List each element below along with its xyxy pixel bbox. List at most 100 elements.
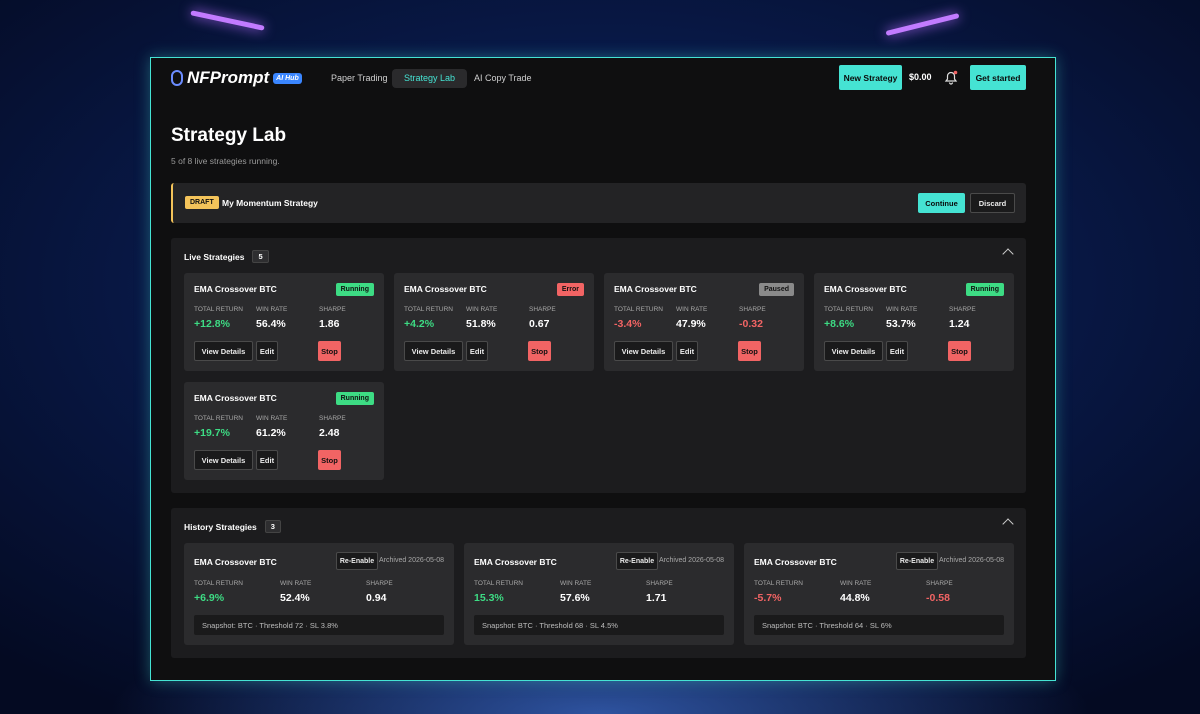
strategy-name: EMA Crossover BTC: [824, 284, 907, 294]
status-badge: Running: [965, 283, 1004, 296]
metric-value: 15.3%: [474, 592, 504, 604]
metric-label: SHARPE: [366, 580, 393, 587]
metric-value: 2.48: [319, 427, 340, 439]
strategy-card: EMA Crossover BTC Paused TOTAL RETURN -3.4%…: [604, 273, 804, 371]
logo-text: NFPrompt: [187, 68, 270, 87]
metric-value: +12.8%: [194, 318, 230, 330]
new-strategy-button[interactable]: New Strategy: [839, 65, 902, 90]
collapse-toggle[interactable]: [1002, 518, 1014, 530]
nav-link[interactable]: Strategy Lab: [392, 69, 468, 88]
history-section: History Strategies 3 EMA Crossover BTC Re…: [171, 508, 1026, 658]
metric-label: TOTAL RETURN: [474, 580, 523, 587]
metric-value: 0.67: [529, 318, 550, 330]
nav-link[interactable]: Paper Trading: [331, 73, 388, 83]
metric-label: WIN RATE: [560, 580, 592, 587]
metric-label: SHARPE: [739, 306, 766, 313]
metric-value: 56.4%: [256, 318, 286, 330]
status-badge: Error: [556, 283, 584, 296]
metric-label: WIN RATE: [466, 306, 498, 313]
card-button[interactable]: Edit: [256, 341, 278, 361]
metric-label: TOTAL RETURN: [754, 580, 803, 587]
history-card: EMA Crossover BTC Re-Enable Archived 2026-…: [184, 543, 454, 645]
metric-value: -0.32: [739, 318, 763, 330]
metric-label: WIN RATE: [886, 306, 918, 313]
snapshot: Snapshot: BTC · Threshold 68 · SL 4.5%: [474, 615, 724, 635]
metric-label: SHARPE: [319, 415, 346, 422]
get-started-button[interactable]: Get started: [970, 65, 1026, 90]
stop-button[interactable]: Stop: [528, 341, 551, 361]
metric-value: +6.9%: [194, 592, 225, 604]
collapse-toggle[interactable]: [1002, 248, 1014, 260]
metric-value: 61.2%: [256, 427, 286, 439]
metric-value: 0.94: [366, 592, 387, 604]
metric-label: SHARPE: [319, 306, 346, 313]
snapshot: Snapshot: BTC · Threshold 72 · SL 3.8%: [194, 615, 444, 635]
strategy-card: EMA Crossover BTC Running TOTAL RETURN +8.6…: [814, 273, 1014, 371]
card-button[interactable]: View Details: [824, 341, 883, 361]
strategy-name: EMA Crossover BTC: [404, 284, 487, 294]
card-button[interactable]: View Details: [404, 341, 463, 361]
balance: $0.00: [909, 72, 932, 82]
strategy-name: EMA Crossover BTC: [194, 557, 277, 567]
metric-value: +4.2%: [404, 318, 435, 330]
page-title: Strategy Lab: [171, 125, 287, 146]
re-enable-button[interactable]: Re-Enable: [616, 552, 658, 570]
metric-value: -5.7%: [754, 592, 782, 604]
card-button[interactable]: View Details: [614, 341, 673, 361]
metric-value: +19.7%: [194, 427, 230, 439]
strategy-name: EMA Crossover BTC: [194, 393, 277, 403]
continue-button[interactable]: Continue: [918, 193, 965, 213]
metric-value: -3.4%: [614, 318, 642, 330]
draft-name: My Momentum Strategy: [222, 198, 318, 208]
card-button[interactable]: View Details: [194, 341, 253, 361]
archived-date: Archived 2026-05-08: [939, 557, 1004, 564]
discard-button[interactable]: Discard: [970, 193, 1015, 213]
metric-label: SHARPE: [529, 306, 556, 313]
logo[interactable]: NFPrompt AI Hub: [171, 68, 302, 88]
re-enable-button[interactable]: Re-Enable: [336, 552, 378, 570]
metric-label: WIN RATE: [256, 415, 288, 422]
status-badge: Running: [335, 392, 374, 405]
metric-label: TOTAL RETURN: [194, 415, 243, 422]
metric-label: TOTAL RETURN: [404, 306, 453, 313]
section-header: History Strategies 3: [184, 520, 281, 533]
neon-light: [885, 13, 960, 36]
card-button[interactable]: Edit: [256, 450, 278, 470]
metric-label: WIN RATE: [840, 580, 872, 587]
stop-button[interactable]: Stop: [948, 341, 971, 361]
stop-button[interactable]: Stop: [318, 341, 341, 361]
metric-value: 44.8%: [840, 592, 870, 604]
section-header: Live Strategies 5: [184, 250, 269, 263]
card-button[interactable]: Edit: [676, 341, 698, 361]
metric-value: 47.9%: [676, 318, 706, 330]
metric-label: SHARPE: [926, 580, 953, 587]
section-title: History Strategies: [184, 521, 257, 532]
history-card: EMA Crossover BTC Re-Enable Archived 2026-…: [744, 543, 1014, 645]
strategy-card: EMA Crossover BTC Running TOTAL RETURN +19.…: [184, 382, 384, 480]
nav-link[interactable]: AI Copy Trade: [474, 73, 532, 83]
section-title: Live Strategies: [184, 251, 245, 262]
section-count: 3: [264, 520, 281, 533]
metric-value: 1.24: [949, 318, 970, 330]
strategy-name: EMA Crossover BTC: [474, 557, 557, 567]
metric-label: WIN RATE: [676, 306, 708, 313]
card-button[interactable]: View Details: [194, 450, 253, 470]
card-button[interactable]: Edit: [466, 341, 488, 361]
metric-value: 52.4%: [280, 592, 310, 604]
notification-bell[interactable]: [943, 69, 959, 85]
metric-label: WIN RATE: [256, 306, 288, 313]
draft-badge: DRAFT: [185, 196, 219, 209]
re-enable-button[interactable]: Re-Enable: [896, 552, 938, 570]
metric-value: 1.71: [646, 592, 667, 604]
strategy-card: EMA Crossover BTC Error TOTAL RETURN +4.2% W…: [394, 273, 594, 371]
card-button[interactable]: Edit: [886, 341, 908, 361]
metric-label: TOTAL RETURN: [194, 306, 243, 313]
draft-bar: DRAFT My Momentum Strategy Continue Disc…: [171, 183, 1026, 223]
stop-button[interactable]: Stop: [738, 341, 761, 361]
strategy-name: EMA Crossover BTC: [194, 284, 277, 294]
metric-label: TOTAL RETURN: [194, 580, 243, 587]
archived-date: Archived 2026-05-08: [659, 557, 724, 564]
stop-button[interactable]: Stop: [318, 450, 341, 470]
metric-label: WIN RATE: [280, 580, 312, 587]
